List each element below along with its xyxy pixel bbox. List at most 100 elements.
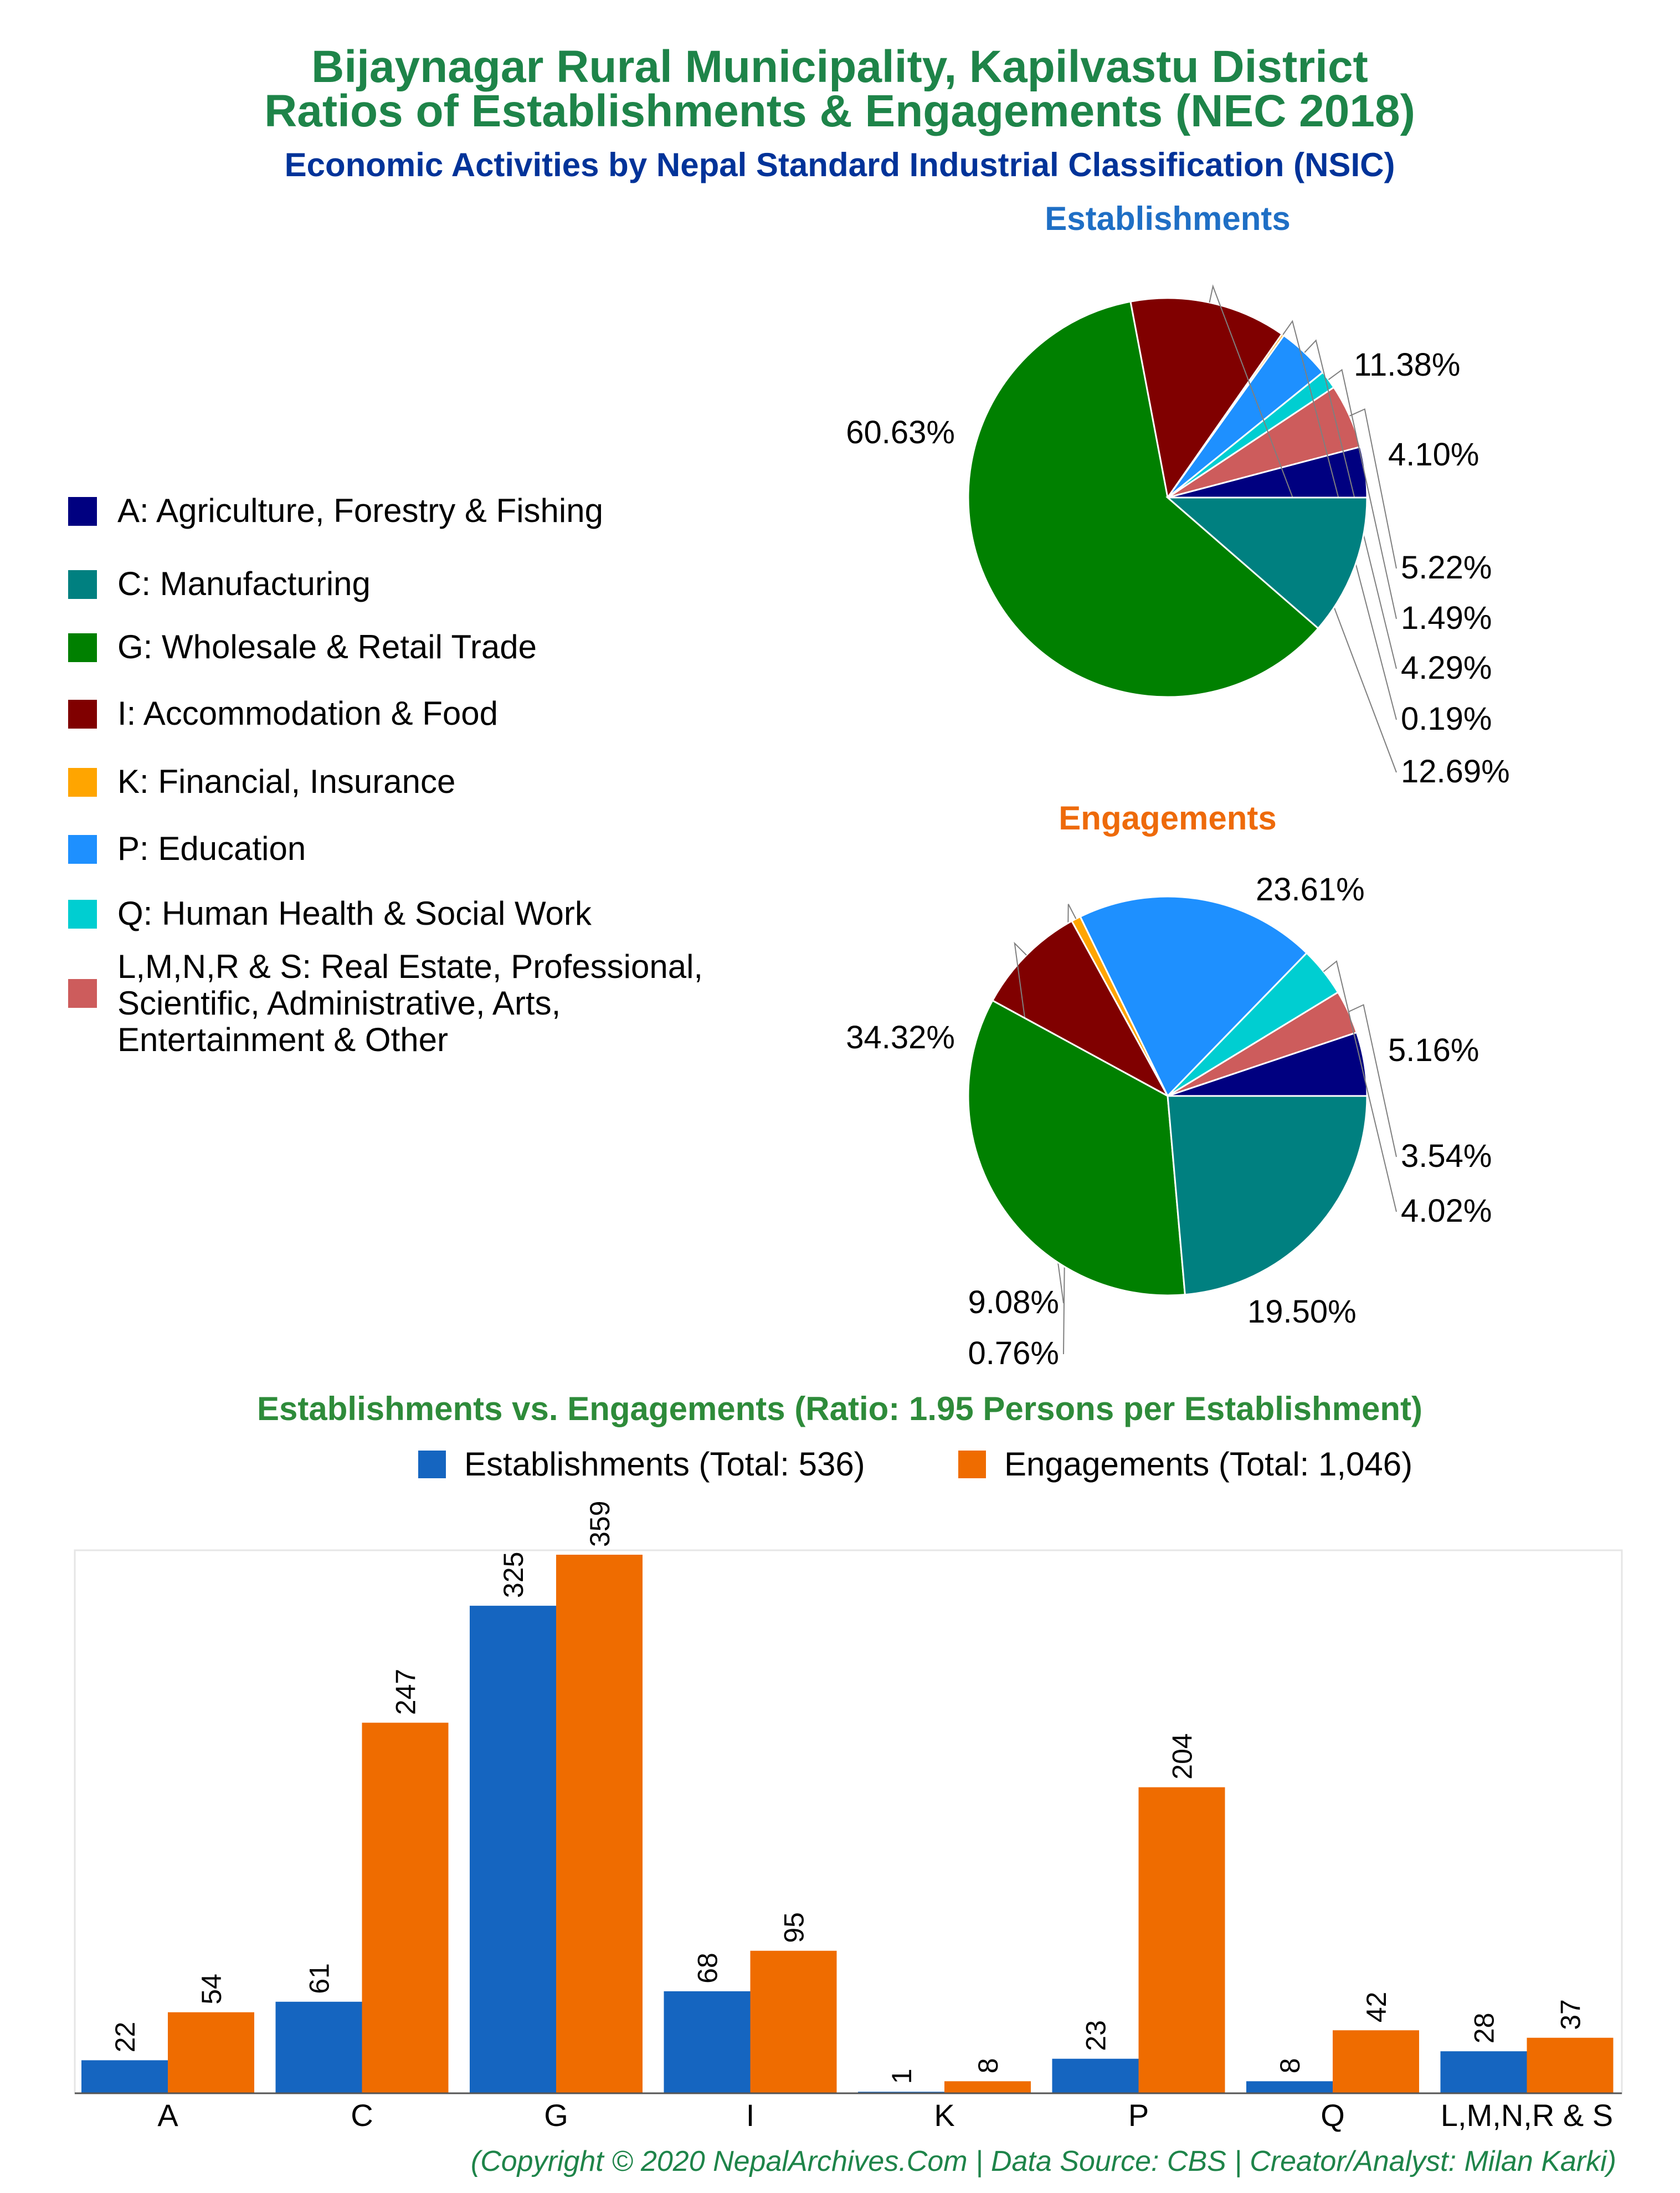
legend-label: C: Manufacturing [117, 565, 371, 602]
pie-value-label: 12.69% [1401, 754, 1510, 790]
legend-label: L,M,N,R & S: Real Estate, Professional, S… [117, 948, 703, 1058]
pie-value-label: 60.63% [846, 414, 955, 450]
legend-swatch [68, 768, 97, 797]
pie-leader-line [1282, 320, 1397, 720]
bar-establishments [275, 2001, 362, 2093]
x-tick-label: K [934, 2098, 954, 2133]
bar-engagements [556, 1555, 643, 2093]
bar-establishments [1052, 2058, 1139, 2093]
legend-swatch [68, 900, 97, 929]
bar-value-label: 8 [973, 2058, 1004, 2073]
bar-establishments [470, 1606, 556, 2093]
establishments-pie: 4.10% 5.22% 1.49% 4.29% 0.19% 12.69% 60.63% 11.… [846, 284, 1510, 790]
engagements-pie-title: Engagements [1059, 800, 1276, 837]
bar-value-label: 359 [584, 1501, 615, 1547]
bar-value-label: 54 [196, 1974, 227, 2005]
bar-chart: 22 54 A 61 247 C 325 359 G 68 95 I 1 8 K 23 204 P 8 42 Q 28 37… [81, 1501, 1614, 2133]
pie-slice-p [1079, 895, 1308, 1098]
legend-label: A: Agriculture, Forestry & Fishing [117, 492, 603, 529]
legend-label: I: Accommodation & Food [117, 695, 498, 732]
x-tick-label: G [544, 2098, 568, 2133]
pie-leader-line [1209, 284, 1397, 773]
pie-value-label: 4.10% [1388, 437, 1479, 473]
bar-value-label: 204 [1167, 1733, 1198, 1779]
legend-swatch-engagements [958, 1451, 986, 1478]
copyright-footer: (Copyright © 2020 NepalArchives.Com | Da… [471, 2145, 1616, 2177]
legend-label: K: Financial, Insurance [117, 763, 455, 800]
pie-value-label: 34.32% [846, 1019, 955, 1055]
x-tick-label: I [746, 2098, 755, 2133]
bar-engagements [362, 1723, 449, 2093]
x-tick-label: P [1128, 2098, 1149, 2133]
legend-swatch-establishments [418, 1451, 446, 1478]
pie-value-label: 11.38% [1354, 347, 1460, 383]
subtitle: Economic Activities by Nepal Standard In… [285, 146, 1395, 183]
legend-swatch [68, 700, 97, 729]
pie-slice-i [991, 920, 1170, 1098]
pie-value-label: 19.50% [1247, 1294, 1357, 1330]
bar-establishments [81, 2060, 168, 2093]
x-tick-label: Q [1321, 2098, 1345, 2133]
pie-leader-line [1328, 368, 1397, 619]
pie-slice-c [1165, 496, 1368, 630]
pie-value-label: 23.61% [1256, 872, 1365, 908]
legend-swatch [68, 497, 97, 526]
category-legend: A: Agriculture, Forestry & Fishing C: Man… [68, 492, 703, 1058]
pie-leader-line [1348, 1004, 1397, 1157]
pie-value-label: 0.19% [1401, 701, 1492, 737]
pie-leader-line [1304, 339, 1397, 669]
establishments-pie-title: Establishments [1045, 200, 1290, 237]
bar-value-label: 23 [1081, 2020, 1112, 2051]
bar-value-label: 28 [1469, 2013, 1500, 2044]
pie-leader-line [1323, 960, 1397, 1212]
legend-swatch [68, 633, 97, 662]
legend-swatch [68, 570, 97, 599]
bar-chart-title: Establishments vs. Engagements (Ratio: 1… [257, 1390, 1422, 1427]
bar-value-label: 37 [1555, 1999, 1586, 2030]
bar-engagements [168, 2012, 254, 2093]
pie-value-label: 5.16% [1388, 1032, 1479, 1068]
legend-label: Q: Human Health & Social Work [117, 895, 592, 932]
bar-value-label: 1 [886, 2068, 917, 2084]
bar-establishments [1440, 2051, 1527, 2093]
x-tick-label: A [157, 2098, 178, 2133]
bar-engagements [944, 2081, 1031, 2093]
legend-swatch [68, 979, 97, 1008]
bar-value-label: 8 [1275, 2058, 1306, 2073]
bar-value-label: 95 [779, 1912, 810, 1943]
title-line1: Bijaynagar Rural Municipality, Kapilvast… [311, 42, 1368, 92]
pie-slice-i [1129, 297, 1283, 500]
bar-engagements [1333, 2030, 1419, 2093]
pie-slice-c [1167, 1095, 1368, 1296]
pie-value-label: 0.76% [968, 1335, 1059, 1371]
bar-value-label: 247 [391, 1669, 422, 1715]
title-line2: Ratios of Establishments & Engagements (… [264, 86, 1415, 136]
x-tick-label: L,M,N,R & S [1441, 2098, 1613, 2133]
pie-value-label: 4.02% [1401, 1193, 1492, 1229]
pie-slice-g [967, 300, 1319, 698]
bar-value-label: 61 [304, 1963, 335, 1994]
engagements-pie: 5.16% 3.54% 4.02% 19.50% 0.76% 9.08% 34.32% 23.… [846, 872, 1492, 1371]
pie-value-label: 5.22% [1401, 550, 1492, 586]
pie-leader-line [1349, 408, 1397, 569]
legend-label-establishments: Establishments (Total: 536) [464, 1446, 865, 1483]
bar-value-label: 325 [498, 1552, 529, 1598]
legend-label: G: Wholesale & Retail Trade [117, 628, 537, 665]
bar-engagements [750, 1950, 837, 2093]
pie-slice-g [967, 999, 1186, 1297]
legend-swatch [68, 835, 97, 864]
pie-value-label: 9.08% [968, 1284, 1059, 1320]
bar-legend: Establishments (Total: 536) Engagements … [418, 1446, 1412, 1483]
legend-label: P: Education [117, 830, 306, 867]
bar-value-label: 22 [110, 2022, 141, 2053]
bar-establishments [664, 1991, 751, 2093]
legend-label-engagements: Engagements (Total: 1,046) [1004, 1446, 1412, 1483]
bar-establishments [1246, 2081, 1333, 2093]
pie-value-label: 3.54% [1401, 1138, 1492, 1174]
pie-value-label: 1.49% [1401, 600, 1492, 636]
bar-engagements [1138, 1787, 1225, 2093]
bar-value-label: 68 [692, 1953, 723, 1984]
x-tick-label: C [351, 2098, 373, 2133]
pie-value-label: 4.29% [1401, 650, 1492, 686]
